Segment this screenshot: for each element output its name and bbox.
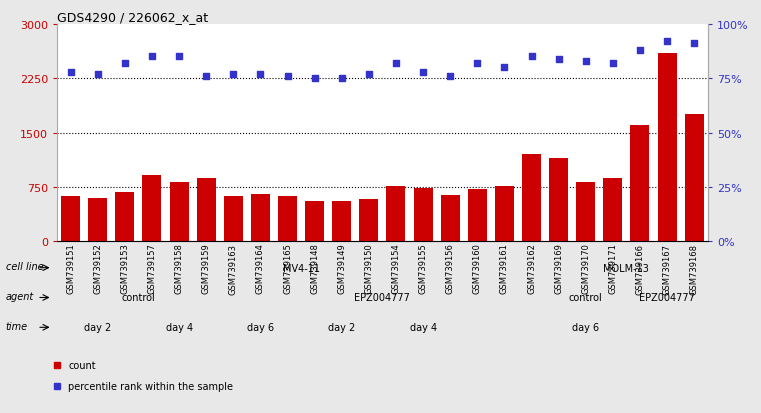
Text: percentile rank within the sample: percentile rank within the sample	[68, 381, 234, 391]
Text: MOLM-13: MOLM-13	[603, 263, 649, 273]
Text: count: count	[68, 361, 96, 370]
Text: day 6: day 6	[572, 323, 600, 332]
Text: day 2: day 2	[84, 323, 111, 332]
Text: agent: agent	[6, 291, 34, 301]
Bar	[441, 195, 460, 242]
Bar	[88, 198, 107, 242]
Point	[363, 71, 375, 78]
Point	[200, 74, 212, 80]
Bar	[685, 115, 704, 242]
Bar	[251, 195, 270, 242]
Point	[525, 54, 537, 61]
Point	[119, 61, 131, 67]
Point	[65, 69, 77, 76]
Bar	[603, 179, 622, 242]
Bar	[576, 183, 595, 242]
Bar	[196, 179, 215, 242]
Bar	[522, 155, 541, 242]
Bar	[387, 187, 406, 242]
Bar	[224, 197, 243, 242]
Point	[336, 76, 348, 82]
Text: day 4: day 4	[165, 323, 193, 332]
Bar	[305, 201, 324, 242]
Bar	[170, 183, 189, 242]
Point	[91, 71, 103, 78]
Point	[688, 41, 700, 47]
Text: GDS4290 / 226062_x_at: GDS4290 / 226062_x_at	[57, 11, 209, 24]
Point	[580, 58, 592, 65]
Point	[661, 39, 673, 45]
Bar	[630, 126, 649, 242]
Text: day 4: day 4	[409, 323, 437, 332]
Point	[254, 71, 266, 78]
Text: control: control	[569, 293, 603, 303]
Text: time: time	[6, 321, 28, 331]
Text: EPZ004777: EPZ004777	[355, 293, 410, 303]
Point	[173, 54, 185, 61]
Bar	[359, 200, 378, 242]
Bar	[549, 159, 568, 242]
Point	[308, 76, 320, 82]
Point	[390, 61, 402, 67]
Text: MV4-11: MV4-11	[282, 263, 320, 273]
Point	[552, 56, 565, 63]
Bar	[116, 192, 135, 242]
Point	[146, 54, 158, 61]
Bar	[61, 197, 80, 242]
Bar	[333, 201, 352, 242]
Point	[634, 47, 646, 54]
Point	[228, 71, 240, 78]
Point	[417, 69, 429, 76]
Bar	[413, 189, 432, 242]
Text: control: control	[122, 293, 155, 303]
Text: EPZ004777: EPZ004777	[639, 293, 695, 303]
Bar	[278, 197, 297, 242]
Bar	[658, 54, 677, 242]
Text: day 6: day 6	[247, 323, 274, 332]
Text: day 2: day 2	[328, 323, 355, 332]
Bar	[142, 175, 161, 242]
Point	[282, 74, 294, 80]
Point	[471, 61, 483, 67]
Text: cell line: cell line	[6, 261, 43, 271]
Point	[607, 61, 619, 67]
Bar	[495, 187, 514, 242]
Point	[444, 74, 457, 80]
Bar	[468, 190, 487, 242]
Point	[498, 65, 511, 71]
